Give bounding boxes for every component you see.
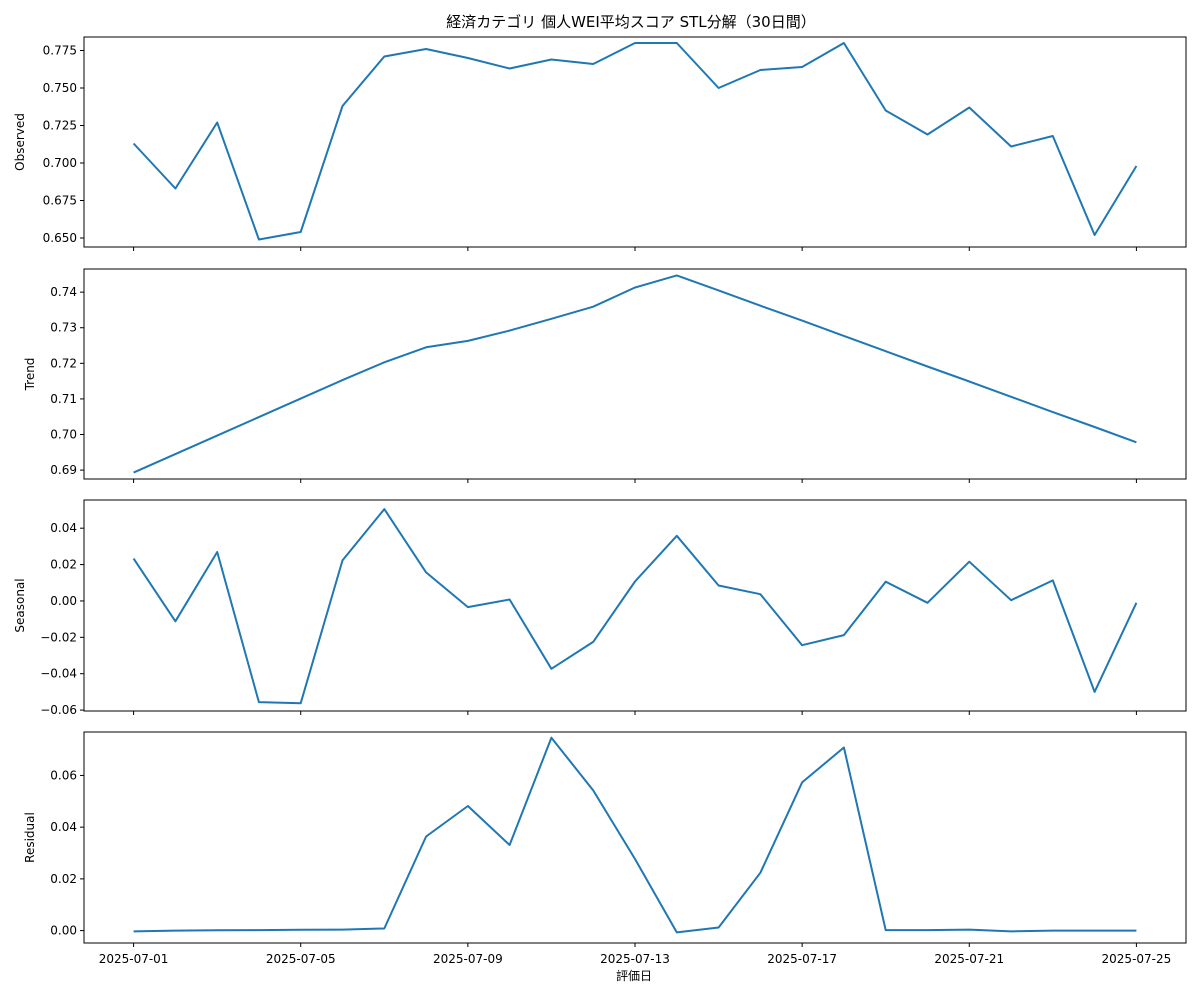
y-tick-label: −0.06 bbox=[40, 703, 77, 717]
x-tick-label: 2025-07-01 bbox=[99, 952, 169, 966]
panel-residual: 0.00 0.02 0.04 0.06 2025-07-01 2025-07-05 2025… bbox=[23, 731, 1187, 966]
panel-trend: 0.69 0.70 0.71 0.72 0.73 0.74 Trend bbox=[23, 268, 1187, 483]
x-axis-label: 評価日 bbox=[616, 968, 652, 983]
chart-title: 経済カテゴリ 個人WEI平均スコア STL分解（30日間） bbox=[446, 13, 815, 31]
y-tick-label: 0.650 bbox=[43, 231, 77, 245]
x-tick-label: 2025-07-09 bbox=[433, 952, 503, 966]
series-line-observed bbox=[132, 42, 1138, 241]
y-tick-label: 0.02 bbox=[50, 872, 77, 886]
series-line-residual bbox=[133, 736, 1137, 934]
series-line-seasonal bbox=[132, 508, 1138, 705]
panel-frame bbox=[83, 731, 1187, 944]
panel-seasonal: −0.06 −0.04 −0.02 0.00 0.02 0.04 Seasonal bbox=[13, 499, 1187, 717]
y-tick-label: 0.70 bbox=[50, 428, 77, 442]
y-axis-label: Seasonal bbox=[13, 578, 27, 632]
x-tick-label: 2025-07-21 bbox=[934, 952, 1004, 966]
y-tick-label: −0.02 bbox=[40, 630, 77, 644]
y-tick-label: 0.06 bbox=[50, 768, 77, 782]
y-tick-label: 0.72 bbox=[50, 356, 77, 370]
y-tick-label: 0.74 bbox=[50, 285, 77, 299]
panel-observed: 0.650 0.675 0.700 0.725 0.750 0.775 Observed bbox=[13, 36, 1187, 251]
y-tick-label: 0.69 bbox=[50, 463, 77, 477]
x-tick-label: 2025-07-05 bbox=[266, 952, 336, 966]
y-tick-label: 0.675 bbox=[43, 194, 77, 208]
y-tick-label: 0.71 bbox=[50, 392, 77, 406]
y-tick-label: 0.02 bbox=[50, 558, 77, 572]
panel-frame bbox=[83, 268, 1187, 480]
y-tick-label: 0.73 bbox=[50, 321, 77, 335]
chart-panels: 0.6500.6750.7000.7250.7500.775Observed0.… bbox=[13, 36, 1187, 966]
y-axis-label: Residual bbox=[23, 812, 37, 863]
y-tick-label: 0.775 bbox=[43, 44, 77, 58]
x-tick-label: 2025-07-17 bbox=[767, 952, 837, 966]
y-axis-label: Observed bbox=[13, 113, 27, 171]
y-tick-label: 0.750 bbox=[43, 81, 77, 95]
y-tick-label: 0.700 bbox=[43, 156, 77, 170]
series-line-trend bbox=[133, 274, 1137, 474]
x-tick-label: 2025-07-25 bbox=[1102, 952, 1172, 966]
y-tick-label: 0.00 bbox=[50, 594, 77, 608]
y-tick-label: 0.725 bbox=[43, 119, 77, 133]
y-tick-label: −0.04 bbox=[40, 667, 77, 681]
panel-frame bbox=[83, 499, 1187, 712]
y-tick-label: 0.00 bbox=[50, 924, 77, 938]
y-tick-label: 0.04 bbox=[50, 820, 77, 834]
y-axis-label: Trend bbox=[23, 358, 37, 392]
y-tick-label: 0.04 bbox=[50, 521, 77, 535]
x-tick-label: 2025-07-13 bbox=[600, 952, 670, 966]
